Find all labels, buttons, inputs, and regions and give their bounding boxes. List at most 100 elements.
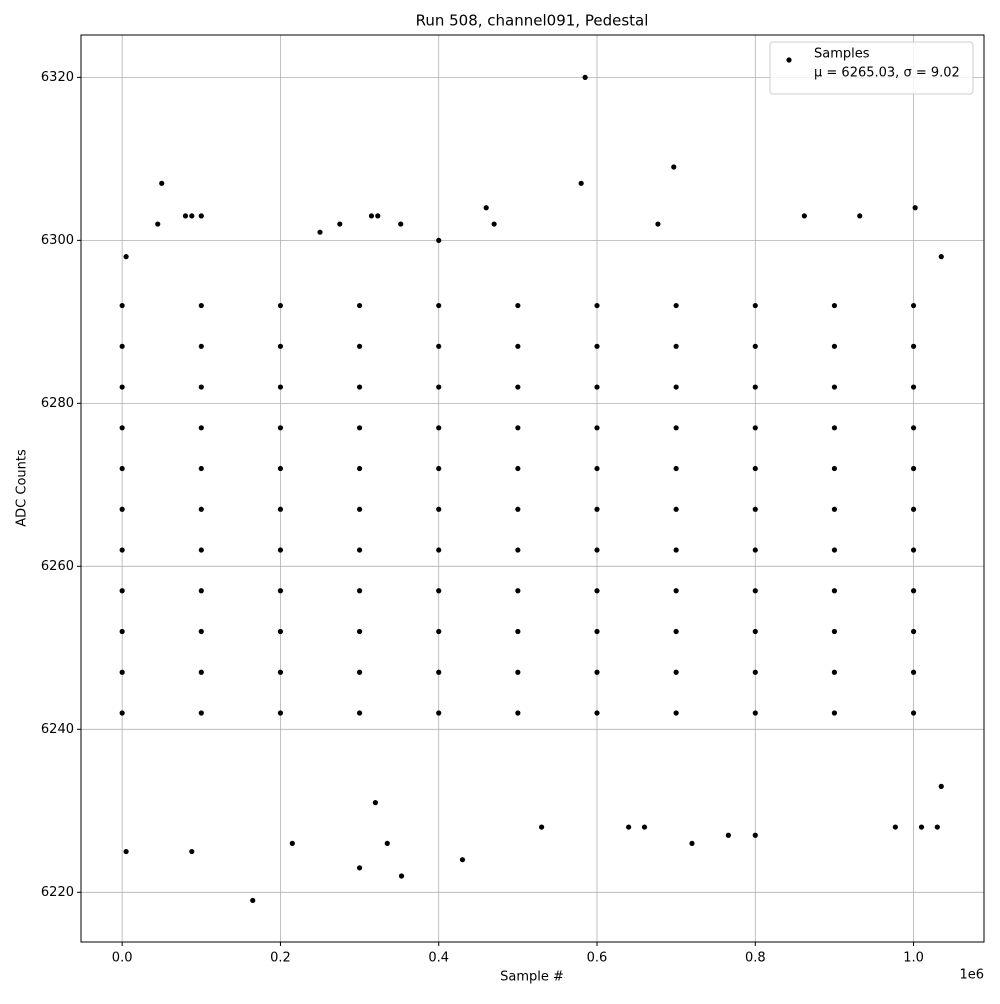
point <box>436 237 442 243</box>
point <box>831 506 838 512</box>
point <box>398 221 404 227</box>
x-tick-label: 0.4 <box>428 951 449 966</box>
point <box>910 465 917 472</box>
point <box>277 384 284 390</box>
point <box>515 343 521 349</box>
point <box>459 857 466 863</box>
point <box>539 824 545 830</box>
y-tick-label: 6300 <box>41 233 74 248</box>
point <box>594 547 600 553</box>
point <box>673 588 679 594</box>
point <box>831 547 838 553</box>
point <box>910 547 917 553</box>
point <box>515 302 521 309</box>
point <box>119 384 125 390</box>
point <box>198 384 204 390</box>
point <box>594 710 600 716</box>
point <box>356 425 363 431</box>
point <box>198 213 204 219</box>
point <box>752 465 758 472</box>
point <box>934 824 940 830</box>
point <box>436 302 442 309</box>
point <box>159 180 165 186</box>
point <box>119 628 125 635</box>
point <box>119 506 125 512</box>
point <box>673 710 679 716</box>
point <box>375 213 381 219</box>
point <box>356 865 363 871</box>
point <box>938 783 944 789</box>
point <box>578 180 584 186</box>
point <box>910 506 917 512</box>
x-tick-label: 0.8 <box>745 951 766 966</box>
point <box>831 343 838 349</box>
point <box>119 302 125 309</box>
point <box>641 824 648 830</box>
point <box>918 824 925 830</box>
point <box>673 547 679 553</box>
plot-frame <box>80 34 985 943</box>
point <box>368 213 375 219</box>
point <box>673 506 679 512</box>
point <box>198 628 204 635</box>
point <box>910 384 917 390</box>
point <box>356 628 363 635</box>
x-axis-label: Sample # <box>500 970 564 985</box>
point <box>752 384 758 390</box>
point <box>515 506 521 512</box>
point <box>436 506 442 512</box>
point <box>119 669 125 675</box>
point <box>198 506 204 512</box>
y-tick-label: 6280 <box>41 396 74 411</box>
point <box>277 343 284 349</box>
point <box>673 669 679 675</box>
point <box>356 547 363 553</box>
point <box>155 221 161 227</box>
point <box>831 465 838 472</box>
point <box>831 302 838 309</box>
point <box>673 628 679 635</box>
point <box>317 229 323 235</box>
point <box>831 588 838 594</box>
point <box>515 547 521 553</box>
point <box>910 425 917 431</box>
point <box>356 302 363 309</box>
point <box>436 425 442 431</box>
point <box>594 384 600 390</box>
point <box>356 588 363 594</box>
legend-box <box>769 41 974 95</box>
point <box>277 669 284 675</box>
point <box>119 425 125 431</box>
point <box>515 465 521 472</box>
point <box>910 669 917 675</box>
point <box>752 547 758 553</box>
x-tick-label: 0.0 <box>112 951 133 966</box>
point <box>594 588 600 594</box>
point <box>831 425 838 431</box>
y-tick-label: 6260 <box>41 559 74 574</box>
point <box>515 588 521 594</box>
point <box>594 465 600 472</box>
point <box>515 628 521 635</box>
x-tick-label: 1.0 <box>903 951 924 966</box>
point <box>831 628 838 635</box>
point <box>594 425 600 431</box>
point <box>626 824 632 830</box>
point <box>594 302 600 309</box>
point <box>515 425 521 431</box>
point <box>356 384 363 390</box>
y-tick-label: 6320 <box>41 70 74 85</box>
point <box>689 840 695 846</box>
point <box>857 213 863 219</box>
point <box>123 848 129 855</box>
point <box>198 302 204 309</box>
point <box>356 710 363 716</box>
point <box>277 588 284 594</box>
point <box>277 506 284 512</box>
point <box>250 897 256 904</box>
point <box>277 302 284 309</box>
point <box>436 710 442 716</box>
point <box>198 425 204 431</box>
point <box>673 384 679 390</box>
y-axis-label: ADC Counts <box>15 449 30 527</box>
